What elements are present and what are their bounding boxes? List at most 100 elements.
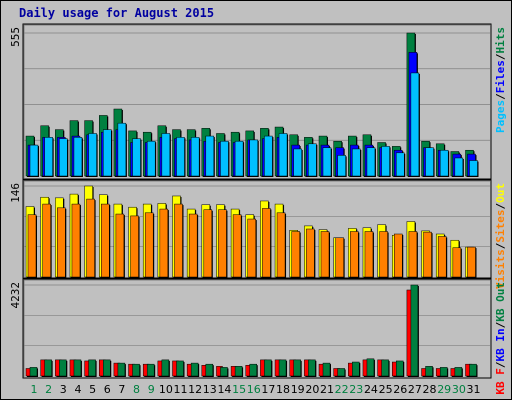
pages-bar: [381, 146, 390, 177]
sites-bar: [159, 208, 169, 278]
sites-bar: [306, 228, 315, 278]
pages-bar: [366, 147, 376, 177]
x-tick-label: 18: [276, 383, 290, 396]
x-tick-label: 24: [364, 383, 378, 396]
sites-bar: [276, 212, 286, 278]
kb-out-bar: [396, 360, 404, 377]
legend-separator: /: [494, 321, 507, 328]
x-tick-label: 7: [118, 383, 125, 396]
pages-bar: [293, 148, 302, 177]
pages-bar: [146, 140, 156, 177]
legend-separator: /: [494, 361, 507, 368]
legend: Visits/Sites/Out: [494, 183, 507, 289]
x-tick-label: 17: [261, 383, 275, 396]
sites-bar: [86, 198, 95, 278]
y-max-label: 555: [9, 27, 22, 47]
x-tick-label: 23: [349, 383, 363, 396]
sites-bar: [408, 231, 418, 278]
sites-bar: [218, 209, 227, 278]
kb-out-bar: [249, 363, 257, 377]
pages-bar: [73, 137, 83, 177]
kb-out-bar: [308, 359, 316, 377]
x-tick-label: 8: [133, 383, 140, 396]
pages-bar: [29, 144, 39, 177]
pages-bar: [59, 138, 68, 177]
legend: KB F/KB In/KB Out: [494, 282, 507, 395]
x-tick-label: 13: [203, 383, 217, 396]
kb-out-bar: [59, 359, 67, 377]
kb-out-bar: [366, 358, 375, 377]
x-tick-label: 6: [104, 383, 111, 396]
x-tick-label: 29: [437, 383, 451, 396]
kb-out-bar: [381, 359, 389, 377]
sites-bar: [335, 237, 344, 278]
sites-bar: [115, 213, 125, 278]
kb-out-bar: [73, 359, 82, 377]
legend-separator: /: [494, 93, 507, 100]
sites-bar: [262, 208, 271, 278]
kb-out-bar: [322, 362, 331, 377]
x-tick-label: 21: [320, 383, 334, 396]
kb-out-bar: [29, 367, 38, 377]
x-tick-label: 2: [45, 383, 52, 396]
legend-entry: Sites: [494, 210, 507, 243]
sites-bar: [174, 203, 183, 278]
pages-bar: [190, 137, 200, 177]
pages-bar: [220, 140, 229, 177]
kb-out-bar: [234, 366, 243, 377]
pages-bar: [308, 143, 317, 177]
pages-bar: [234, 140, 244, 177]
x-tick-label: 15: [232, 383, 246, 396]
sites-bar: [364, 231, 374, 278]
sites-bar: [379, 231, 388, 278]
x-tick-label: 20: [305, 383, 319, 396]
x-tick-label: 14: [217, 383, 231, 396]
sites-bar: [57, 207, 66, 278]
x-tick-label: 25: [379, 383, 393, 396]
pages-bar: [264, 135, 273, 177]
legend-entry: KB Out: [494, 282, 507, 322]
kb-out-bar: [190, 362, 199, 377]
x-tick-label: 4: [74, 383, 81, 396]
legend-separator: /: [494, 53, 507, 60]
kb-out-bar: [454, 367, 463, 377]
pages-bar: [454, 157, 464, 177]
pages-bar: [396, 152, 405, 177]
sites-bar: [232, 214, 242, 278]
legend: Pages/Files/Hits: [494, 27, 507, 133]
sites-bar: [27, 214, 37, 278]
sites-bar: [71, 203, 81, 278]
x-tick-label: 10: [159, 383, 173, 396]
kb-out-bar: [293, 359, 301, 377]
kb-out-bar: [264, 359, 272, 377]
kb-out-bar: [337, 368, 345, 377]
x-tick-label: 28: [423, 383, 437, 396]
x-tick-label: 27: [408, 383, 422, 396]
kb-out-bar: [117, 362, 126, 377]
pages-bar: [88, 133, 97, 177]
pages-bar: [337, 155, 346, 177]
x-tick-label: 16: [247, 383, 261, 396]
sites-bar: [188, 213, 198, 278]
pages-bar: [410, 72, 420, 177]
pages-bar: [469, 160, 478, 177]
x-tick-label: 11: [174, 383, 188, 396]
chart-title: Daily usage for August 2015: [19, 6, 215, 20]
kb-out-bar: [132, 363, 140, 377]
x-tick-label: 12: [188, 383, 202, 396]
legend-entry: Files: [494, 60, 507, 93]
x-tick-label: 5: [89, 383, 96, 396]
legend-entry: Pages: [494, 100, 507, 133]
pages-bar: [249, 139, 258, 177]
sites-bar: [350, 231, 359, 278]
pages-bar: [322, 147, 332, 177]
pages-bar: [161, 133, 171, 177]
kb-out-bar: [439, 367, 448, 377]
kb-out-bar: [88, 359, 96, 377]
x-tick-label: 19: [291, 383, 305, 396]
pages-bar: [44, 137, 53, 177]
kb-out-bar: [205, 363, 214, 377]
sites-bar: [144, 212, 154, 278]
x-tick-label: 1: [31, 383, 38, 396]
